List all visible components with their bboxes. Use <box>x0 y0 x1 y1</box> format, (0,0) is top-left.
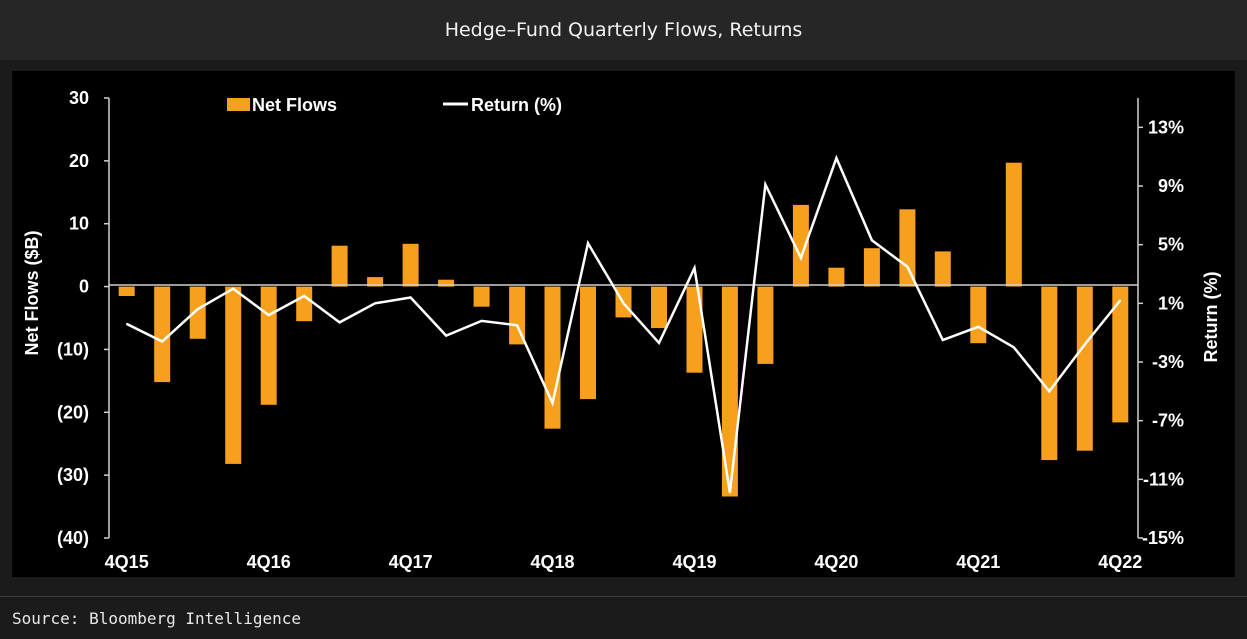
x-tick-label: 4Q22 <box>1098 552 1142 572</box>
left-y-axis-title: Net Flows ($B) <box>22 230 42 355</box>
legend-label-net-flows: Net Flows <box>252 95 337 115</box>
return-point-2Q18 <box>480 320 483 322</box>
bar-net-flows-1Q19 <box>580 286 596 400</box>
bar-net-flows-3Q18 <box>509 286 526 345</box>
x-tick-label: 4Q21 <box>956 552 1000 572</box>
return-point-1Q18 <box>445 334 447 337</box>
return-point-1Q19 <box>587 242 589 244</box>
bar-net-flows-4Q19 <box>686 286 703 373</box>
bar-net-flows-2Q16 <box>189 286 206 339</box>
bar-net-flows-4Q15 <box>118 286 135 296</box>
return-point-4Q22 <box>1119 299 1122 302</box>
right-y-tick-label: 9% <box>1158 176 1184 196</box>
return-point-2Q20 <box>764 183 767 186</box>
bar-net-flows-4Q22 <box>1112 286 1129 423</box>
x-tick-label: 4Q19 <box>672 552 716 572</box>
return-point-4Q20 <box>835 157 838 159</box>
return-point-3Q21 <box>942 339 944 341</box>
bar-net-flows-1Q22 <box>1005 162 1022 287</box>
return-point-1Q22 <box>1013 346 1015 349</box>
return-point-2Q17 <box>338 321 341 324</box>
bar-net-flows-3Q17 <box>367 277 384 287</box>
right-y-tick-label: 5% <box>1158 235 1184 255</box>
return-point-3Q19 <box>658 342 660 344</box>
bar-net-flows-4Q18 <box>544 286 561 429</box>
return-point-1Q17 <box>303 295 306 297</box>
bar-net-flows-2Q20 <box>757 286 774 364</box>
return-point-3Q17 <box>374 302 376 305</box>
return-point-2Q16 <box>196 308 199 310</box>
bar-net-flows-3Q19 <box>651 286 667 329</box>
left-y-tick-label: 20 <box>69 151 89 171</box>
return-point-3Q20 <box>800 257 802 259</box>
return-point-4Q21 <box>977 326 980 328</box>
bar-net-flows-2Q21 <box>899 209 916 287</box>
left-y-tick-label: (30) <box>57 465 89 485</box>
bar-net-flows-3Q22 <box>1076 286 1093 451</box>
left-y-tick-label: (20) <box>57 402 89 422</box>
bar-net-flows-4Q17 <box>402 243 419 287</box>
return-point-2Q19 <box>622 302 625 305</box>
footer-divider <box>0 596 1247 597</box>
bar-net-flows-4Q21 <box>970 286 987 344</box>
bar-net-flows-3Q21 <box>934 251 951 287</box>
return-point-1Q20 <box>729 491 731 494</box>
right-y-tick-label: 1% <box>1158 293 1184 313</box>
bar-net-flows-3Q20 <box>792 204 809 287</box>
chart-title-bar: Hedge–Fund Quarterly Flows, Returns <box>0 0 1247 60</box>
right-y-tick-label: -7% <box>1152 411 1184 431</box>
x-tick-label: 4Q17 <box>389 552 433 572</box>
net-flows-bars <box>118 162 1129 497</box>
flows-returns-chart: 30 20 10 0 (10) (20) (30) (40) 13% 9% 5% 1% -3% -7% -1… <box>22 88 1221 572</box>
bar-net-flows-3Q16 <box>225 286 242 464</box>
return-point-4Q17 <box>409 296 412 299</box>
right-y-tick-label: -11% <box>1143 469 1184 489</box>
bar-net-flows-1Q20 <box>721 286 738 497</box>
bar-net-flows-1Q17 <box>296 286 313 322</box>
return-point-1Q16 <box>161 340 163 343</box>
source-note: Source: Bloomberg Intelligence <box>12 609 301 628</box>
return-line-group <box>125 154 1122 494</box>
right-y-axis-title: Return (%) <box>1201 272 1221 363</box>
return-point-4Q15 <box>125 323 128 325</box>
left-y-tick-label: 10 <box>69 214 89 234</box>
chart-axes <box>108 98 1139 538</box>
return-point-3Q22 <box>1084 343 1086 346</box>
return-point-3Q18 <box>516 324 518 327</box>
bar-net-flows-2Q22 <box>1041 286 1058 461</box>
left-y-tick-label: 30 <box>69 88 89 108</box>
bar-net-flows-1Q16 <box>154 286 171 383</box>
bar-net-flows-1Q18 <box>438 279 455 287</box>
right-y-tick-label: -15% <box>1142 528 1184 548</box>
return-point-2Q21 <box>906 265 909 268</box>
return-point-4Q16 <box>267 314 270 316</box>
right-y-tick-label: 13% <box>1148 117 1184 137</box>
left-y-tick-label: (40) <box>57 528 89 548</box>
bar-net-flows-4Q16 <box>260 286 277 405</box>
bar-net-flows-2Q17 <box>331 245 348 287</box>
legend-swatch-net-flows <box>227 98 250 111</box>
return-point-2Q22 <box>1048 390 1051 393</box>
page-title: Hedge–Fund Quarterly Flows, Returns <box>444 19 803 41</box>
return-point-1Q21 <box>871 239 873 242</box>
x-tick-label: 4Q15 <box>105 552 149 572</box>
axis-tick-labels: 30 20 10 0 (10) (20) (30) (40) 13% 9% 5% 1% -3% -7% -1… <box>57 88 1184 572</box>
x-tick-label: 4Q16 <box>247 552 291 572</box>
x-tick-label: 4Q20 <box>814 552 858 572</box>
left-y-tick-label: (10) <box>57 339 89 359</box>
bar-net-flows-2Q18 <box>473 286 490 307</box>
legend: Net Flows Return (%) <box>227 95 562 115</box>
return-point-3Q16 <box>232 287 234 290</box>
chart-panel: 30 20 10 0 (10) (20) (30) (40) 13% 9% 5% 1% -3% -7% -1… <box>12 71 1235 577</box>
bar-net-flows-1Q21 <box>863 248 880 287</box>
return-point-4Q18 <box>551 402 554 404</box>
x-tick-label: 4Q18 <box>530 552 574 572</box>
legend-label-return: Return (%) <box>471 95 562 115</box>
return-point-4Q19 <box>693 267 696 269</box>
left-y-tick-label: 0 <box>79 277 89 297</box>
right-y-tick-label: -3% <box>1152 352 1184 372</box>
bar-net-flows-4Q20 <box>828 267 845 287</box>
